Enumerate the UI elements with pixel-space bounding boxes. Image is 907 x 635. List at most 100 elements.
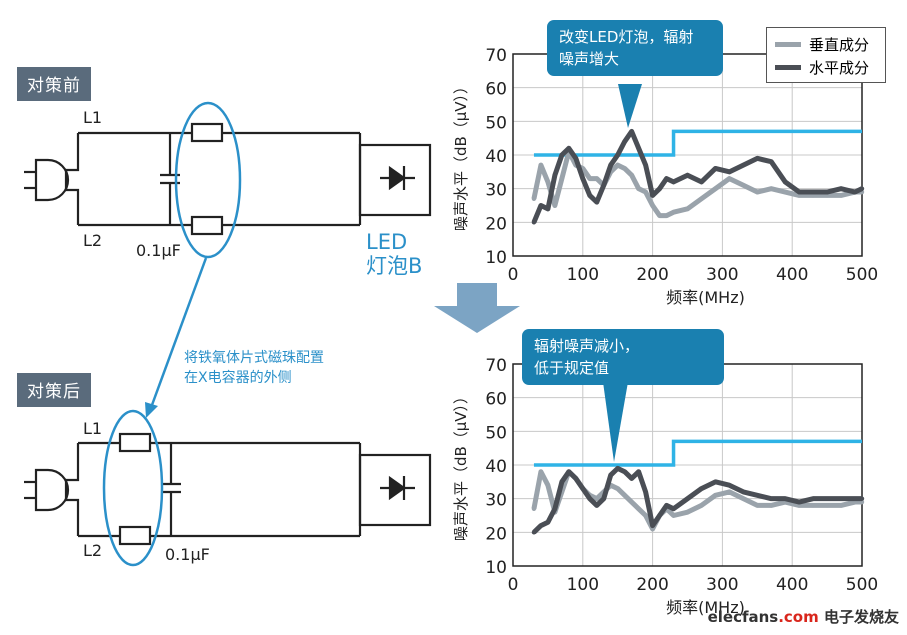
data-point-horizontal — [545, 206, 551, 212]
data-point-vertical — [810, 503, 816, 508]
data-point-horizontal — [664, 176, 669, 181]
watermark-cn: 电子发烧友 — [823, 608, 899, 626]
data-point-horizontal — [601, 183, 606, 188]
y-axis-label: 噪声水平（dB（μV）） — [452, 79, 470, 231]
data-point-horizontal — [636, 146, 641, 151]
data-point-horizontal — [629, 129, 634, 134]
data-point-horizontal — [671, 179, 676, 185]
data-point-vertical — [769, 503, 774, 508]
data-point-vertical — [713, 186, 718, 191]
before-tag: 对策前 — [17, 67, 91, 101]
data-point-horizontal — [657, 513, 662, 518]
data-point-vertical — [783, 189, 788, 195]
data-point-horizontal — [852, 189, 858, 195]
data-point-vertical — [643, 189, 648, 195]
data-point-horizontal — [671, 506, 676, 511]
data-point-horizontal — [852, 496, 858, 501]
data-point-horizontal — [538, 203, 544, 208]
data-point-horizontal — [796, 499, 802, 505]
line-l2-label-after: L2 — [83, 541, 103, 560]
data-point-vertical — [594, 496, 599, 501]
x-tick-label: 300 — [706, 265, 738, 285]
data-point-vertical — [769, 186, 774, 191]
data-point-vertical — [657, 213, 662, 218]
data-point-horizontal — [594, 503, 599, 508]
data-point-vertical — [545, 483, 551, 488]
data-point-horizontal — [622, 139, 627, 144]
data-point-horizontal — [810, 496, 816, 501]
transition-arrow — [434, 283, 520, 333]
y-tick-label: 10 — [485, 558, 507, 578]
data-point-horizontal — [580, 176, 585, 181]
data-point-vertical — [727, 176, 732, 181]
data-point-vertical — [559, 176, 565, 181]
data-point-horizontal — [538, 523, 544, 528]
data-point-horizontal — [573, 476, 579, 481]
data-point-horizontal — [636, 469, 641, 474]
data-point-horizontal — [810, 189, 816, 195]
data-point-horizontal — [685, 496, 690, 501]
x-tick-label: 200 — [636, 265, 668, 285]
callout-bottom-line1: 辐射噪声减小， — [534, 337, 640, 355]
data-point-vertical — [699, 503, 704, 508]
data-point-horizontal — [699, 179, 704, 185]
data-point-vertical — [615, 486, 620, 491]
data-point-horizontal — [755, 156, 760, 161]
x-tick-label: 200 — [636, 575, 668, 595]
data-point-vertical — [699, 196, 704, 201]
data-point-horizontal — [608, 162, 613, 168]
data-point-horizontal — [622, 469, 627, 474]
data-point-vertical — [552, 203, 558, 208]
data-point-vertical — [664, 213, 669, 218]
relocation-arrow — [150, 257, 208, 406]
led-bulb-label-line2: 灯泡B — [366, 254, 423, 278]
data-point-horizontal — [727, 483, 732, 488]
chart-after: 10 20 30 40 50 60 70 0 100 200 300 400 500 频率(MHz) 噪声水… — [452, 356, 878, 617]
y-tick-label: 70 — [485, 46, 507, 66]
data-point-horizontal — [664, 503, 669, 508]
y-tick-label: 70 — [485, 356, 507, 376]
data-point-vertical — [531, 506, 537, 511]
chart-legend: 垂直成分 水平成分 — [766, 27, 886, 83]
x-tick-label: 0 — [508, 265, 519, 285]
x-tick-label: 400 — [776, 575, 808, 595]
data-point-horizontal — [629, 476, 634, 481]
data-point-vertical — [741, 496, 746, 501]
data-point-vertical — [650, 203, 655, 208]
x-axis-label: 频率(MHz) — [666, 598, 745, 617]
y-tick-label: 40 — [485, 147, 507, 167]
line-l1-label-after: L1 — [83, 419, 103, 438]
data-point-horizontal — [859, 496, 865, 501]
data-point-vertical — [838, 193, 844, 198]
data-point-horizontal — [643, 489, 648, 495]
data-point-vertical — [824, 503, 830, 508]
data-point-horizontal — [587, 496, 592, 501]
data-point-horizontal — [699, 486, 704, 491]
data-point-horizontal — [552, 506, 558, 511]
watermark-dotcom: .com — [778, 608, 819, 626]
legend-vertical: 垂直成分 — [809, 36, 870, 54]
data-point-horizontal — [755, 493, 760, 498]
data-point-vertical — [685, 206, 690, 212]
data-point-vertical — [671, 513, 676, 518]
callout-bottom-pointer — [603, 382, 628, 462]
ferrite-bead-l1-before — [190, 122, 224, 143]
data-point-horizontal — [650, 523, 655, 528]
legend-swatch-vertical — [775, 42, 801, 47]
data-point-horizontal — [713, 479, 718, 485]
data-point-horizontal — [685, 173, 690, 178]
relocation-note: 将铁氧体片式磁珠配置 在X电容器的外侧 — [184, 348, 324, 388]
data-point-horizontal — [769, 159, 774, 164]
plug-icon — [34, 158, 70, 202]
data-point-vertical — [531, 196, 537, 201]
line-l1-label-before: L1 — [83, 108, 103, 127]
y-tick-label: 40 — [485, 457, 507, 477]
y-tick-label: 10 — [485, 248, 507, 268]
data-point-horizontal — [566, 469, 572, 474]
data-point-vertical — [587, 176, 592, 181]
legend-swatch-horizontal — [775, 65, 801, 70]
data-point-vertical — [545, 179, 551, 185]
data-point-horizontal — [741, 489, 746, 495]
data-point-vertical — [650, 526, 655, 532]
circuit-before — [24, 131, 432, 227]
